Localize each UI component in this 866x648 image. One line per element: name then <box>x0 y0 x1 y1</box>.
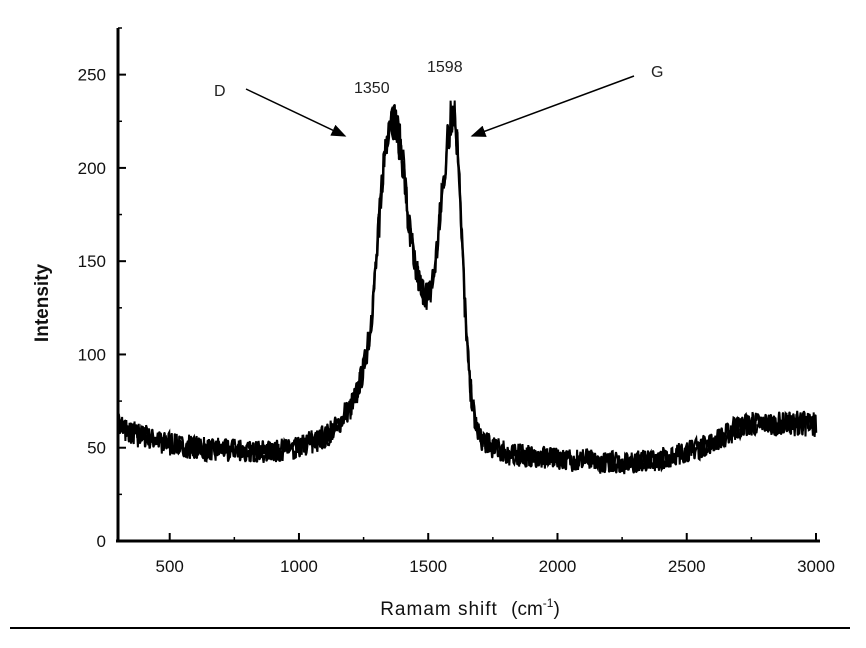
x-tick-label-2500: 2500 <box>668 557 706 576</box>
spectrum-noise <box>117 100 817 475</box>
x-axis-unit: (cm <box>511 599 543 620</box>
y-tick-label-50: 50 <box>87 439 106 458</box>
axis-ticks <box>118 27 817 542</box>
x-tick-label-2000: 2000 <box>539 557 577 576</box>
annotation-d-value: 1350 <box>354 80 390 97</box>
y-tick-label-0: 0 <box>97 532 106 551</box>
x-axis-title: Ramam shift (cm-1) <box>380 596 560 620</box>
spectrum-noise-trace <box>117 100 817 475</box>
x-axis-unit-close: ) <box>553 599 559 620</box>
annotation-d-arrow <box>245 88 347 137</box>
x-axis-title-text: Ramam shift <box>380 599 498 620</box>
x-tick-label-3000: 3000 <box>797 557 835 576</box>
annotation-g-value: 1598 <box>427 59 463 76</box>
y-tick-label-150: 150 <box>78 252 106 271</box>
y-axis-title: Intensity <box>32 264 53 343</box>
y-tick-label-250: 250 <box>78 66 106 85</box>
annotation-g-arrow <box>470 75 635 137</box>
y-tick-label-200: 200 <box>78 159 106 178</box>
y-tick-label-100: 100 <box>78 345 106 364</box>
x-tick-label-500: 500 <box>156 557 184 576</box>
x-tick-label-1500: 1500 <box>409 557 447 576</box>
axis-tick-labels: 500 1000 1500 2000 2500 3000 0 50 100 150 200 250 <box>78 66 835 576</box>
x-tick-label-1000: 1000 <box>280 557 318 576</box>
annotation-d-label: D <box>214 83 226 100</box>
annotation-g-label: G <box>651 64 663 81</box>
x-axis-unit-exponent: -1 <box>543 596 554 610</box>
spectrum-line <box>116 104 818 474</box>
